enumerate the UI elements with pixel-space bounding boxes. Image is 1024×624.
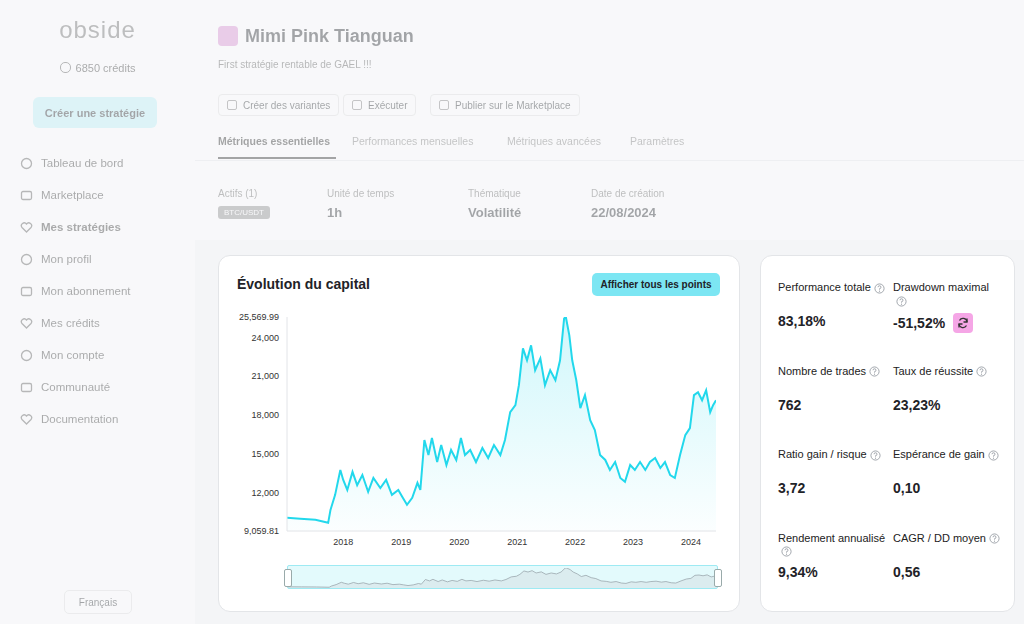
html-text:BTC/USDT: BTC/USDT xyxy=(224,208,264,217)
html-text:Taux de réussite: Taux de réussite xyxy=(893,364,974,377)
svg-text:25,569.99: 25,569.99 xyxy=(239,312,279,322)
html-text:Actifs (1): Actifs (1) xyxy=(218,188,258,199)
html-text:CAGR / DD moyen: CAGR / DD moyen xyxy=(893,531,986,544)
html-text:Mon abonnement: Mon abonnement xyxy=(41,285,131,297)
html-text:Exécuter: Exécuter xyxy=(368,99,408,111)
html-text:Performance totale: Performance totale xyxy=(778,281,871,293)
svg-text:2019: 2019 xyxy=(391,537,411,547)
html-text:Publier sur le Marketplace: Publier sur le Marketplace xyxy=(455,99,571,111)
html-text:First stratégie rentable de GA: First stratégie rentable de GAEL !!! xyxy=(218,59,372,70)
svg-text:2023: 2023 xyxy=(623,537,643,547)
html-text:762: 762 xyxy=(778,396,802,413)
html-text:Mes stratégies: Mes stratégies xyxy=(41,221,121,233)
svg-text:15,000: 15,000 xyxy=(251,449,279,459)
html-text:Nombre de trades: Nombre de trades xyxy=(778,364,866,377)
svg-text:2022: 2022 xyxy=(565,537,585,547)
html-text:Thématique: Thématique xyxy=(468,188,521,199)
html-text:23,23%: 23,23% xyxy=(893,396,941,413)
svg-text:2018: 2018 xyxy=(333,537,353,547)
svg-text:2024: 2024 xyxy=(681,537,701,547)
svg-text:2021: 2021 xyxy=(507,537,527,547)
html-text:Ratio gain / risque: Ratio gain / risque xyxy=(778,448,867,460)
html-text:Performances mensuelles: Performances mensuelles xyxy=(352,135,474,147)
html-text:1h: 1h xyxy=(327,205,343,220)
html-text:Rendement annualisé: Rendement annualisé xyxy=(778,531,885,544)
html-text:Date de création: Date de création xyxy=(591,188,665,199)
html-text:Évolution du capital: Évolution du capital xyxy=(237,276,370,292)
svg-text:9,059.81: 9,059.81 xyxy=(244,526,279,536)
html-text:Drawdown maximal: Drawdown maximal xyxy=(893,281,989,293)
html-text:83,18%: 83,18% xyxy=(778,313,826,329)
html-text:Mon compte: Mon compte xyxy=(41,349,105,361)
html-text:Unité de temps: Unité de temps xyxy=(327,188,395,199)
svg-text:21,000: 21,000 xyxy=(251,371,279,381)
svg-text:24,000: 24,000 xyxy=(251,333,279,343)
html-text:Paramètres: Paramètres xyxy=(630,135,685,147)
html-text:-51,52%: -51,52% xyxy=(893,315,946,331)
html-text:22/08/2024: 22/08/2024 xyxy=(591,205,657,220)
html-text:9,34%: 9,34% xyxy=(778,563,818,580)
html-text:Marketplace: Marketplace xyxy=(41,189,104,201)
html-text:0,56: 0,56 xyxy=(893,563,921,580)
html-text:Tableau de bord: Tableau de bord xyxy=(41,157,124,169)
html-text:Communauté: Communauté xyxy=(41,381,110,393)
html-text:3,72: 3,72 xyxy=(778,480,806,496)
html-text:Espérance de gain: Espérance de gain xyxy=(893,448,985,460)
html-text:Volatilité: Volatilité xyxy=(468,205,522,220)
html-text:Mes crédits: Mes crédits xyxy=(41,317,100,329)
html-text:6850 crédits: 6850 crédits xyxy=(75,62,136,74)
html-text:Afficher tous les points: Afficher tous les points xyxy=(600,279,712,290)
html-text:Documentation: Documentation xyxy=(41,413,119,425)
html-text:Métriques essentielles: Métriques essentielles xyxy=(218,135,331,147)
html-text:Mon profil: Mon profil xyxy=(41,253,92,265)
svg-text:12,000: 12,000 xyxy=(251,488,279,498)
html-text:Français: Français xyxy=(78,596,118,608)
html-text:0,10: 0,10 xyxy=(893,480,921,496)
html-text:Créer des variantes: Créer des variantes xyxy=(243,99,331,111)
html-text:Métriques avancées: Métriques avancées xyxy=(507,135,601,147)
html-text:obside: obside xyxy=(59,16,136,43)
svg-text:18,000: 18,000 xyxy=(251,410,279,420)
svg-text:2020: 2020 xyxy=(449,537,469,547)
html-text:Créer une stratégie: Créer une stratégie xyxy=(44,106,146,119)
html-text:Mimi Pink Tianguan: Mimi Pink Tianguan xyxy=(245,26,414,46)
